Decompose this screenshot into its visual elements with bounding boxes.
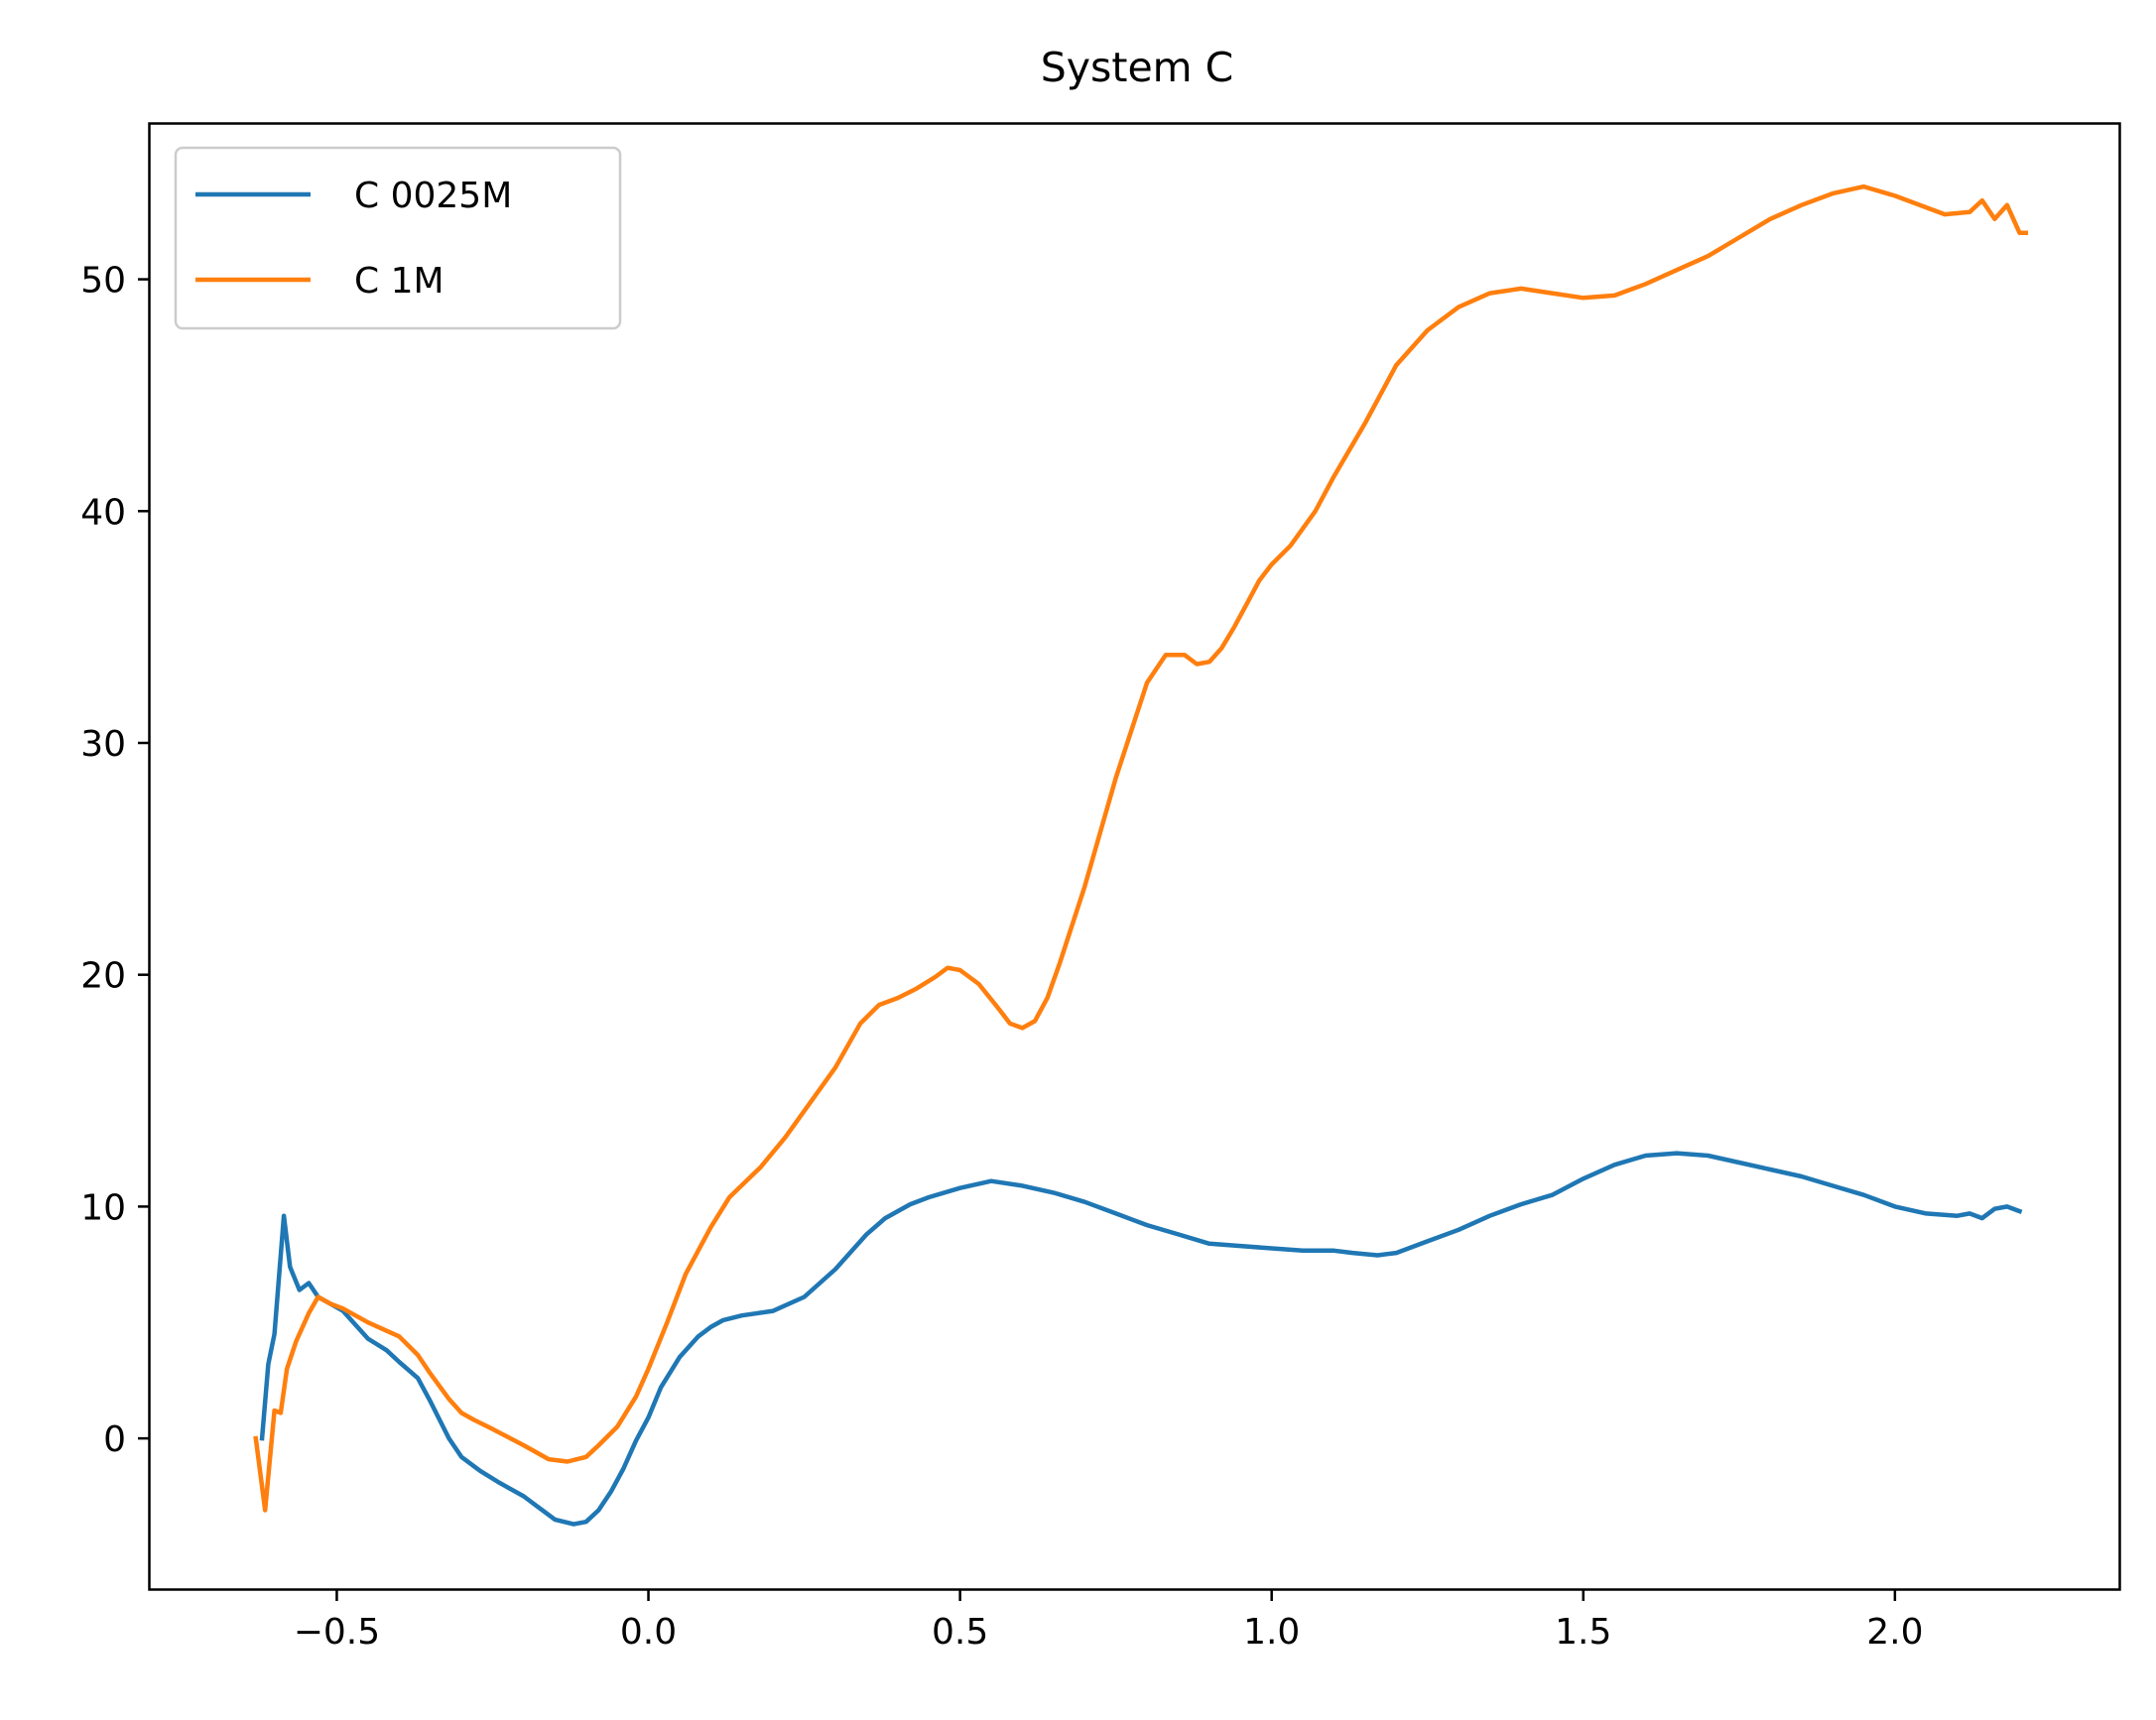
x-tick-label: −0.5: [294, 1612, 380, 1653]
x-tick-label: 1.0: [1243, 1612, 1300, 1653]
y-tick-label: 20: [80, 956, 126, 997]
series-line-2: [253, 184, 2029, 1513]
x-tick-label: 1.5: [1555, 1612, 1611, 1653]
series-line-1: [259, 1151, 2023, 1527]
axes-frame: [148, 122, 2121, 1591]
legend-label-1: C 0025M: [354, 176, 512, 216]
legend-label-2: C 1M: [354, 261, 444, 302]
x-axis: −0.5 0.0 0.5 1.0 1.5 2.0: [294, 1589, 1923, 1653]
legend: C 0025M C 1M: [174, 146, 622, 330]
y-tick-label: 40: [80, 492, 126, 533]
y-tick-label: 30: [80, 724, 126, 765]
x-tick-label: 0.5: [932, 1612, 988, 1653]
y-axis: 0 10 20 30 40 50: [80, 261, 150, 1460]
series-layer: [253, 184, 2029, 1527]
y-tick-label: 0: [103, 1419, 126, 1460]
x-tick-label: 2.0: [1866, 1612, 1923, 1653]
plot-area: [148, 122, 2121, 1591]
legend-entries: C 0025M C 1M: [195, 176, 512, 302]
y-tick-label: 10: [80, 1187, 126, 1228]
chart-title: System C: [1041, 44, 1234, 91]
y-tick-label: 50: [80, 261, 126, 302]
x-tick-label: 0.0: [620, 1612, 677, 1653]
